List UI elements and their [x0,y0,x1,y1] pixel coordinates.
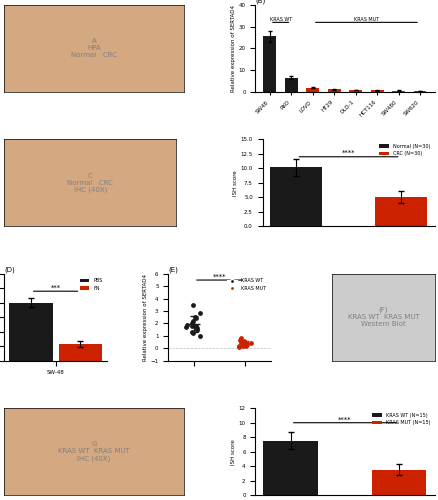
Point [239,338,246,346]
Bar [413,91,425,92]
Bar [263,36,276,92]
Text: C
Normal   CRC
IHC (40X): C Normal CRC IHC (40X) [67,172,113,193]
Point [239,340,246,348]
Text: KRAS MUT: KRAS MUT [353,18,378,22]
Point [188,322,195,330]
Point [193,326,200,334]
Point [183,320,190,328]
Legend: Normal (N=30), CRC (N=30): Normal (N=30), CRC (N=30) [376,142,431,158]
Point [239,342,246,349]
Text: G
KRAS WT  KRAS MUT
IHC (40X): G KRAS WT KRAS MUT IHC (40X) [58,442,130,462]
Text: A
HPA
Normal   CRC: A HPA Normal CRC [71,38,117,58]
Bar [327,89,340,92]
Point [240,337,247,345]
Point [242,342,249,349]
Text: ****: **** [337,416,351,422]
Bar [349,90,361,92]
Point [192,314,199,322]
Point [237,338,244,346]
Point [247,339,254,347]
Point [182,323,189,331]
Text: KRAS WT: KRAS WT [269,18,291,22]
Point [237,334,244,342]
Text: (D): (D) [4,266,15,272]
Bar [371,470,425,495]
Bar [370,90,383,92]
Text: ***: *** [50,285,60,291]
Bar [284,78,297,92]
Text: ****: **** [212,274,226,280]
Text: (E): (E) [168,266,178,272]
Text: (F)
KRAS WT  KRAS MUT
Western Blot: (F) KRAS WT KRAS MUT Western Blot [347,307,418,328]
Point [188,328,195,336]
Text: ****: **** [341,150,354,156]
Point [193,324,200,332]
Point [241,339,248,347]
Y-axis label: Relative expression of SERTAD4: Relative expression of SERTAD4 [142,274,147,360]
Point [235,343,242,351]
Point [188,320,195,328]
Bar [9,303,53,360]
Point [237,336,244,344]
Point [189,330,196,338]
Point [235,342,242,349]
Text: (B): (B) [255,0,265,4]
Point [196,310,203,318]
Bar [374,197,426,226]
Bar [59,344,102,360]
Bar [306,88,318,92]
Legend: KRAS WT (N=15), KRAS MUT (N=15): KRAS WT (N=15), KRAS MUT (N=15) [369,410,431,427]
Point [241,340,248,348]
Bar [270,167,322,226]
Y-axis label: Relative expression of SERTAD4: Relative expression of SERTAD4 [230,5,235,92]
Point [240,338,247,346]
Point [243,340,250,348]
Point [192,322,199,330]
Legend: KRAS WT, KRAS MUT: KRAS WT, KRAS MUT [225,276,268,292]
Legend: PBS, FN: PBS, FN [78,276,104,292]
Point [189,317,196,325]
Y-axis label: ISH score: ISH score [230,439,235,464]
Point [196,332,203,340]
Y-axis label: ISH score: ISH score [232,170,237,196]
Bar [391,90,404,92]
Point [191,313,198,321]
Point [189,301,196,309]
Bar [263,441,317,495]
